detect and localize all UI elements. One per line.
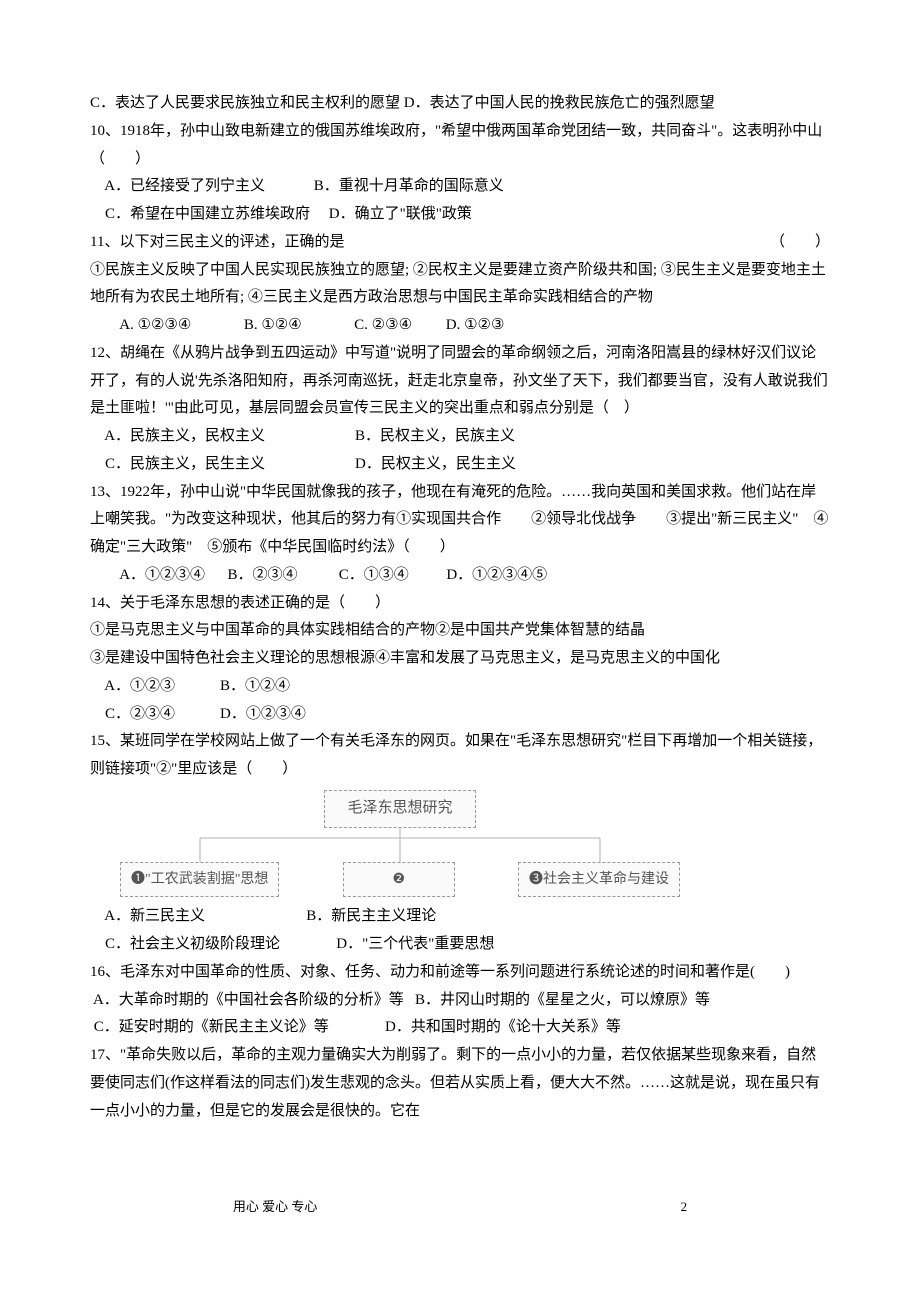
q10-optC: C．希望在中国建立苏维埃政府 (105, 206, 310, 222)
q13-optB: B．②③④ (228, 567, 298, 583)
q11-paren: （ ） (770, 229, 830, 257)
q11-stem: 11、以下对三民主义的评述，正确的是 (90, 229, 344, 257)
q15-diagram: 毛泽东思想研究 ❶"工农武装割据"思想 ❷ ❸社会主义革命与建设 (120, 790, 830, 898)
q15-optD: D．"三个代表"重要思想 (336, 936, 494, 952)
q16-optC: C．延安时期的《新民主主义论》等 (94, 1019, 329, 1035)
q10-stem: 10、1918年，孙中山致电新建立的俄国苏维埃政府，"希望中俄两国革命党团结一致… (90, 118, 830, 174)
diagram-leaf-3: ❸社会主义革命与建设 (518, 862, 680, 898)
q14-desc2: ③是建设中国特色社会主义理论的思想根源④丰富和发展了马克思主义，是马克思主义的中… (90, 645, 830, 673)
q13-stem: 13、1922年，孙中山说"中华民国就像我的孩子，他现在有淹死的危险。……我向英… (90, 479, 830, 562)
q15-optC: C．社会主义初级阶段理论 (105, 936, 280, 952)
q9-options: C．表达了人民要求民族独立和民主权利的愿望 D．表达了中国人民的挽救民族危亡的强… (90, 90, 830, 118)
q14-opts-row2: C．②③④ D．①②③④ (90, 701, 830, 729)
q13-optA: A．①②③④ (119, 567, 205, 583)
q15-optA: A．新三民主义 (104, 908, 205, 924)
q11-optD: D. ①②③ (446, 317, 505, 333)
q15-stem: 15、某班同学在学校网站上做了一个有关毛泽东的网页。如果在"毛泽东思想研究"栏目… (90, 728, 830, 784)
page-footer: 用心 爱心 专心 2 (90, 1195, 830, 1219)
q15-opts-row2: C．社会主义初级阶段理论 D．"三个代表"重要思想 (90, 931, 830, 959)
q14-optB: B．①②④ (220, 678, 290, 694)
q12-opts-row2: C．民族主义，民生主义 D．民权主义，民生主义 (90, 451, 830, 479)
q11-optC: C. ②③④ (354, 317, 412, 333)
q12-optC: C．民族主义，民生主义 (105, 456, 265, 472)
diagram-root: 毛泽东思想研究 (324, 790, 475, 828)
q14-stem: 14、关于毛泽东思想的表述正确的是（ ） (90, 590, 830, 618)
q15-optB: B．新民主主义理论 (306, 908, 436, 924)
q14-opts-row1: A．①②③ B．①②④ (90, 673, 830, 701)
diagram-leaf-1: ❶"工农武装割据"思想 (120, 862, 279, 898)
q16-opts-row1: A．大革命时期的《中国社会各阶级的分析》等 B．井冈山时期的《星星之火，可以燎原… (90, 987, 830, 1015)
q12-optD: D．民权主义，民生主义 (355, 456, 516, 472)
q13-optC: C．①③④ (339, 567, 409, 583)
q14-optD: D．①②③④ (220, 706, 306, 722)
q16-optB: B．井冈山时期的《星星之火，可以燎原》等 (415, 992, 710, 1008)
q17-stem: 17、"革命失败以后，革命的主观力量确实大为削弱了。剩下的一点小小的力量，若仅依… (90, 1042, 830, 1125)
q10-opts-row1: A．已经接受了列宁主义 B．重视十月革命的国际意义 (90, 173, 830, 201)
q10-opts-row2: C．希望在中国建立苏维埃政府 D．确立了"联俄"政策 (90, 201, 830, 229)
q16-opts-row2: C．延安时期的《新民主主义论》等 D．共和国时期的《论十大关系》等 (90, 1014, 830, 1042)
footer-page-number: 2 (681, 1195, 688, 1219)
q11-optB: B. ①②④ (244, 317, 302, 333)
q15-opts-row1: A．新三民主义 B．新民主主义理论 (90, 903, 830, 931)
q12-opts-row1: A．民族主义，民权主义 B．民权主义，民族主义 (90, 423, 830, 451)
q10-optA: A．已经接受了列宁主义 (104, 178, 265, 194)
q10-optB: B．重视十月革命的国际意义 (314, 178, 504, 194)
q13-optD: D．①②③④⑤ (446, 567, 547, 583)
q11-desc: ①民族主义反映了中国人民实现民族独立的愿望; ②民权主义是要建立资产阶级共和国;… (90, 257, 830, 313)
q16-optD: D．共和国时期的《论十大关系》等 (385, 1019, 621, 1035)
q16-stem: 16、毛泽东对中国革命的性质、对象、任务、动力和前途等一系列问题进行系统论述的时… (90, 959, 830, 987)
footer-motto: 用心 爱心 专心 (233, 1199, 318, 1214)
q12-stem: 12、胡绳在《从鸦片战争到五四运动》中写道"说明了同盟会的革命纲领之后，河南洛阳… (90, 340, 830, 423)
q11-opts: A. ①②③④ B. ①②④ C. ②③④ D. ①②③ (90, 312, 830, 340)
q12-optA: A．民族主义，民权主义 (104, 428, 265, 444)
q13-opts: A．①②③④ B．②③④ C．①③④ D．①②③④⑤ (90, 562, 830, 590)
q10-optD: D．确立了"联俄"政策 (329, 206, 472, 222)
diagram-connectors (120, 828, 680, 862)
q9-optC: C．表达了人民要求民族独立和民主权利的愿望 (90, 95, 400, 111)
q9-optD: D．表达了中国人民的挽救民族危亡的强烈愿望 (404, 95, 715, 111)
q11-stem-line: 11、以下对三民主义的评述，正确的是 （ ） (90, 229, 830, 257)
diagram-leaf-2: ❷ (343, 862, 455, 898)
q16-optA: A．大革命时期的《中国社会各阶级的分析》等 (93, 992, 404, 1008)
q11-optA: A. ①②③④ (119, 317, 191, 333)
q12-optB: B．民权主义，民族主义 (355, 428, 515, 444)
q14-optA: A．①②③ (104, 678, 175, 694)
q14-desc1: ①是马克思主义与中国革命的具体实践相结合的产物②是中国共产党集体智慧的结晶 (90, 617, 830, 645)
q14-optC: C．②③④ (105, 706, 175, 722)
